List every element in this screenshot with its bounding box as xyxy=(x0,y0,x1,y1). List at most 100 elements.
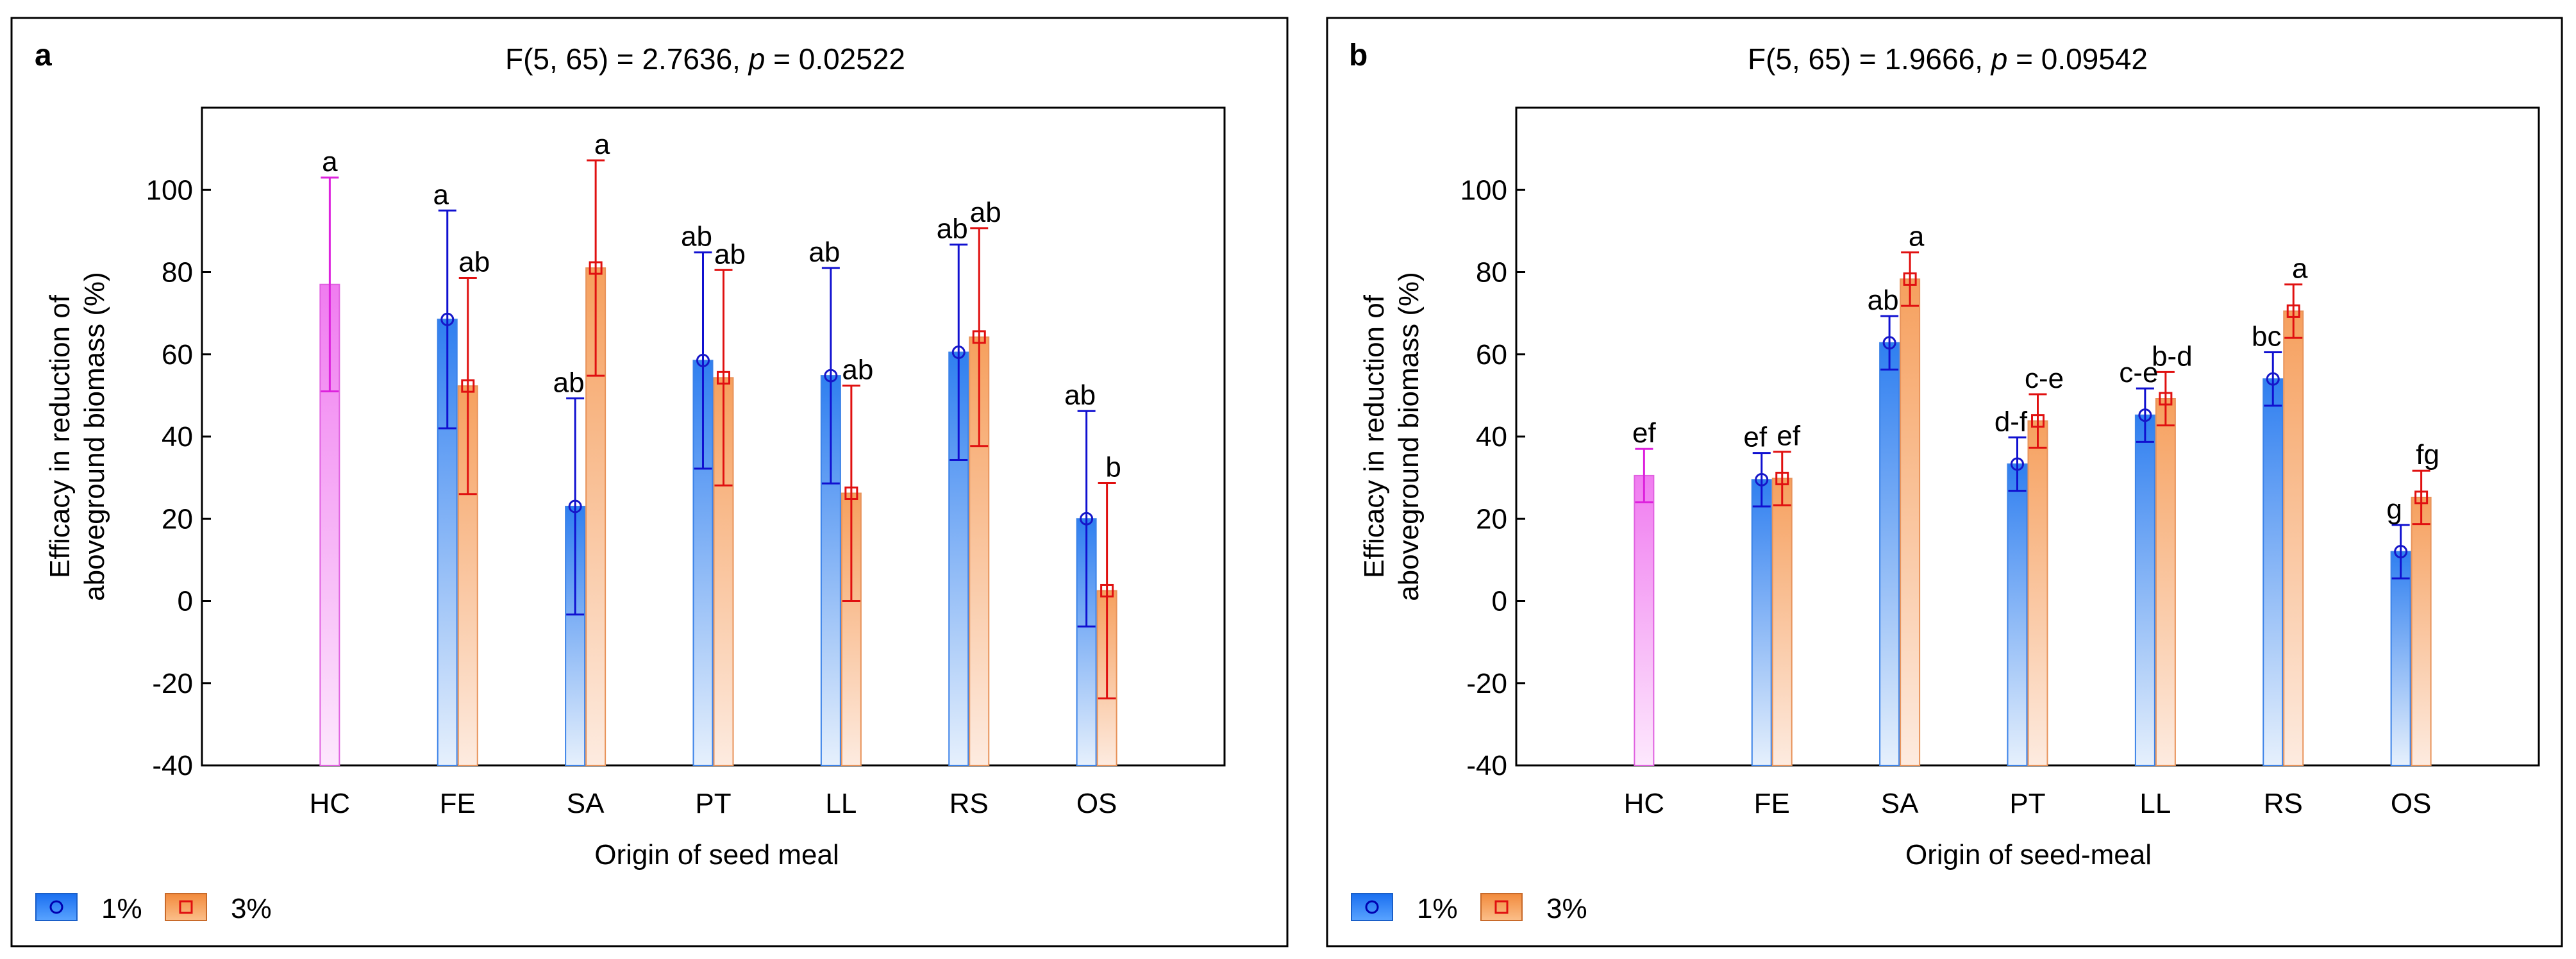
bar-pt-1pct xyxy=(2007,463,2028,766)
y-tick-label: 100 xyxy=(146,174,193,206)
legend-label-3pct: 3% xyxy=(231,893,272,924)
panel-b-title: F(5, 65) = 1.9666, p = 0.09542 xyxy=(1748,42,2148,76)
sig-letter-rs-1pct: ab xyxy=(937,213,968,245)
x-tick-label: OS xyxy=(2391,788,2432,819)
marker-os-1pct xyxy=(1080,512,1094,526)
bar-hc xyxy=(1634,474,1655,766)
marker-ll-3pct xyxy=(2159,392,2173,406)
bar-os-3pct xyxy=(2411,496,2432,767)
marker-os-1pct xyxy=(2394,545,2408,559)
panel-b-xlabel: Origin of seed-meal xyxy=(1905,839,2152,871)
legend-marker-circle xyxy=(49,900,63,914)
marker-rs-1pct xyxy=(2266,372,2280,386)
bar-ll-1pct xyxy=(2134,414,2155,766)
marker-pt-3pct xyxy=(717,371,730,385)
y-tick-label: 60 xyxy=(162,339,193,371)
sig-letter-pt-3pct: ab xyxy=(714,238,746,270)
x-tick-label: PT xyxy=(695,788,731,819)
panel-a-xlabel: Origin of seed meal xyxy=(594,839,839,871)
x-tick-label: RS xyxy=(2264,788,2303,819)
marker-rs-3pct xyxy=(972,330,986,344)
x-tick-label: LL xyxy=(2139,788,2171,819)
legend-marker-square xyxy=(1494,900,1509,914)
panel-a-legend: 1% 3% xyxy=(35,893,272,924)
bar-fe-1pct xyxy=(1751,479,1772,766)
y-tick-label: 20 xyxy=(1476,503,1507,535)
y-tick-label: 20 xyxy=(162,503,193,535)
legend-marker-square xyxy=(179,900,193,914)
x-tick-label: FE xyxy=(1754,788,1790,819)
y-tick-label: 0 xyxy=(178,586,193,617)
marker-os-3pct xyxy=(2414,490,2429,505)
bar-hc xyxy=(319,283,340,766)
sig-letter-sa-3pct: a xyxy=(1909,221,1925,253)
sig-letter-rs-3pct: ab xyxy=(970,197,1001,228)
legend-swatch-1pct xyxy=(1351,893,1393,921)
sig-letter-os-1pct: g xyxy=(2386,494,2402,525)
sig-letter-hc: ef xyxy=(1632,417,1656,449)
y-tick-label: -20 xyxy=(1466,668,1507,699)
panel-b-ylabel-line2: aboveground biomass (%) xyxy=(1393,272,1425,601)
y-tick-label: 80 xyxy=(1476,257,1507,288)
x-tick-label: OS xyxy=(1076,788,1117,819)
y-tick-label: 100 xyxy=(1460,174,1507,206)
y-tick-label: 0 xyxy=(1492,586,1507,617)
sig-letter-fe-1pct: a xyxy=(433,179,449,210)
panel-b-x-axis: HC FE SA PT LL RS OS xyxy=(1624,788,2432,819)
marker-pt-1pct xyxy=(2011,457,2024,471)
legend-swatch-3pct xyxy=(1480,893,1523,921)
x-tick-label: RS xyxy=(949,788,989,819)
legend-label-1pct: 1% xyxy=(101,893,142,924)
legend-marker-circle xyxy=(1365,900,1379,914)
marker-fe-3pct xyxy=(1775,471,1789,485)
x-tick-label: HC xyxy=(1624,788,1665,819)
sig-letter-ll-3pct: b-d xyxy=(2152,340,2193,372)
panel-a-title: F(5, 65) = 2.7636, p = 0.02522 xyxy=(505,42,905,76)
marker-ll-3pct xyxy=(844,486,858,500)
marker-rs-1pct xyxy=(951,346,966,360)
y-tick-label: -40 xyxy=(152,750,193,781)
sig-letter-rs-3pct: a xyxy=(2292,253,2308,285)
panel-a-y-axis: -40 -20 0 20 40 60 80 100 xyxy=(146,174,211,781)
sig-letter-pt-3pct: c-e xyxy=(2025,363,2064,394)
sig-letter-ll-1pct: ab xyxy=(808,237,840,268)
panel-a-ylabel-line1: Efficacy in reduction of xyxy=(44,294,76,578)
y-tick-label: 60 xyxy=(1476,339,1507,371)
panel-b-label: b xyxy=(1349,38,1367,72)
panel-b-border xyxy=(1326,17,2563,947)
panel-b-ylabel-line1: Efficacy in reduction of xyxy=(1359,294,1390,578)
y-tick-label: -40 xyxy=(1466,750,1507,781)
sig-letter-rs-1pct: bc xyxy=(2252,321,2281,353)
sig-letter-fe-3pct: ab xyxy=(458,246,490,278)
y-tick-label: 80 xyxy=(162,257,193,288)
sig-letter-os-1pct: ab xyxy=(1064,379,1096,411)
x-tick-label: SA xyxy=(1881,788,1919,819)
sig-letter-ll-3pct: ab xyxy=(842,354,873,385)
sig-letter-sa-1pct: ab xyxy=(553,367,585,398)
bar-fe-3pct xyxy=(1771,478,1793,766)
sig-letter-fe-3pct: ef xyxy=(1777,421,1800,452)
panel-b-legend: 1% 3% xyxy=(1351,893,1587,924)
x-tick-label: HC xyxy=(310,788,351,819)
bar-ll-3pct xyxy=(2155,398,2176,766)
bar-pt-3pct xyxy=(2027,420,2048,766)
legend-label-3pct: 3% xyxy=(1546,893,1587,924)
marker-rs-3pct xyxy=(2286,304,2300,318)
marker-ll-1pct xyxy=(824,369,838,383)
x-tick-label: PT xyxy=(2009,788,2045,819)
marker-sa-1pct xyxy=(568,499,582,513)
marker-ll-1pct xyxy=(2138,408,2152,422)
bar-os-1pct xyxy=(2390,551,2411,766)
legend-label-1pct: 1% xyxy=(1417,893,1458,924)
bar-rs-3pct xyxy=(2283,310,2304,766)
sig-letter-ll-1pct: c-e xyxy=(2119,357,2158,388)
marker-fe-1pct xyxy=(440,312,455,326)
panel-b-y-axis: -40 -20 0 20 40 60 80 100 xyxy=(1460,174,1525,781)
panel-a-label: a xyxy=(35,38,52,72)
sig-letter-pt-1pct: d-f xyxy=(1995,406,2028,437)
sig-letter-os-3pct: b xyxy=(1105,451,1121,483)
marker-sa-1pct xyxy=(1882,336,1896,350)
